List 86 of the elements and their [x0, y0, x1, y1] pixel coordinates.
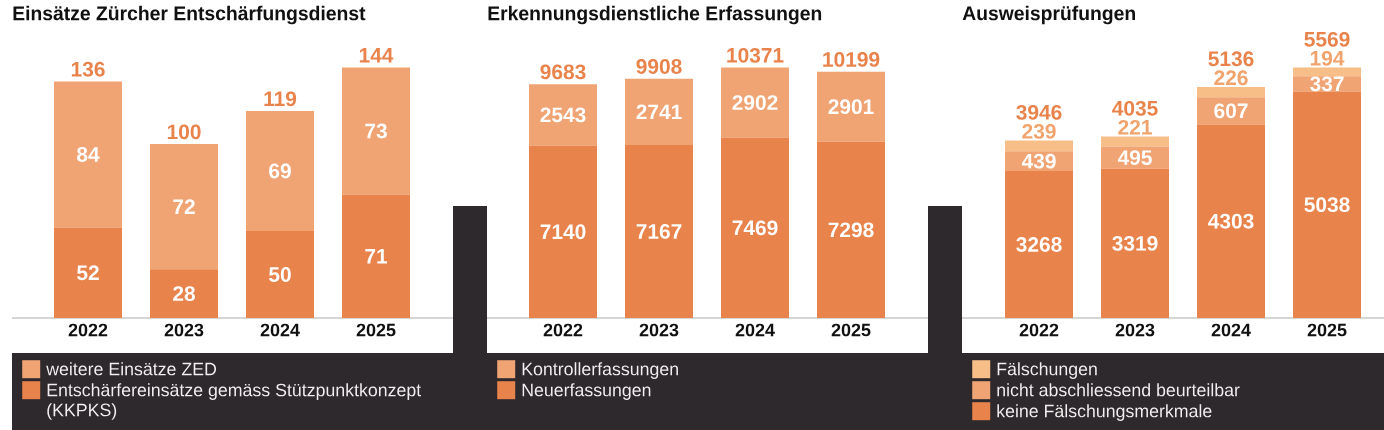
bar	[1293, 67, 1362, 77]
data-label: 3268	[1016, 237, 1062, 252]
chart-title: Erkennungsdienstliche Erfassungen	[488, 5, 822, 25]
data-label: 2902	[732, 95, 778, 110]
bar	[721, 137, 790, 318]
bar	[817, 141, 886, 318]
data-label: 7469	[732, 220, 778, 236]
x-tick-label: 2022	[543, 323, 583, 337]
data-label: 4303	[1208, 213, 1254, 229]
total-label: 3946	[1016, 104, 1062, 120]
x-tick-label: 2023	[639, 323, 679, 337]
legend-label: nicht abschliessend beurteilbar	[997, 383, 1240, 397]
x-tick-label: 2023	[164, 323, 204, 337]
legend-label: keine Fälschungsmerkmale	[997, 404, 1212, 421]
bar	[529, 84, 598, 146]
bar	[529, 145, 598, 318]
bar	[150, 144, 219, 270]
data-label: 337	[1310, 76, 1344, 92]
legend-label: Fälschungen	[997, 362, 1097, 379]
bar	[625, 144, 694, 318]
total-label: 9908	[636, 59, 682, 74]
bar	[625, 78, 694, 145]
data-label: 221	[1118, 119, 1152, 135]
data-label: 226	[1214, 70, 1248, 86]
data-label: 2543	[540, 107, 586, 123]
data-label: 72	[173, 199, 195, 214]
total-label: 119	[264, 91, 297, 107]
bar	[54, 81, 123, 228]
x-tick-label: 2023	[1115, 323, 1155, 337]
bar	[1101, 168, 1170, 318]
data-label: 2741	[636, 104, 682, 120]
bar	[817, 71, 886, 142]
data-label: 52	[77, 265, 99, 281]
data-label: 3319	[1112, 235, 1158, 251]
bar	[246, 111, 315, 232]
data-label: 69	[269, 163, 291, 179]
bar	[150, 269, 219, 318]
legend-label: Neuerfassungen	[522, 383, 651, 400]
x-tick-label: 2022	[1019, 323, 1059, 337]
bar	[721, 67, 790, 138]
bar	[342, 67, 411, 195]
x-tick-label: 2022	[68, 323, 108, 337]
bar	[1005, 140, 1074, 152]
total-label: 10199	[823, 52, 880, 67]
bar	[1197, 86, 1266, 98]
legend-label: Kontrollerfassungen	[522, 362, 678, 379]
data-label: 2901	[828, 99, 874, 115]
data-label: 7298	[828, 222, 874, 238]
data-label: 495	[1117, 150, 1152, 165]
bar	[246, 231, 315, 318]
x-tick-label: 2025	[1307, 323, 1347, 337]
data-label: 194	[1310, 50, 1345, 66]
legend-label: weitere Einsätze ZED	[46, 362, 217, 376]
chart-title: Ausweisprüfungen	[962, 5, 1135, 25]
bar	[1101, 136, 1170, 147]
data-label: 5038	[1304, 197, 1350, 213]
total-label: 9683	[540, 64, 586, 80]
total-label: 5569	[1304, 31, 1350, 47]
total-label: 5136	[1208, 51, 1254, 67]
bar	[1005, 171, 1074, 318]
data-label: 607	[1214, 103, 1248, 119]
x-tick-label: 2025	[831, 323, 871, 337]
data-label: 7167	[636, 224, 682, 239]
total-label: 10371	[727, 47, 784, 63]
bar	[1197, 124, 1266, 318]
bar	[54, 227, 123, 318]
bar	[342, 194, 411, 318]
chart-title: Einsätze Zürcher Entschärfungsdienst	[13, 5, 366, 25]
data-label: 439	[1021, 153, 1056, 169]
data-label: 7140	[540, 224, 586, 240]
x-tick-label: 2024	[735, 323, 775, 337]
x-tick-label: 2025	[356, 323, 396, 337]
total-label: 4035	[1112, 100, 1158, 116]
bar	[1293, 91, 1362, 318]
total-label: 100	[167, 124, 201, 140]
total-label: 136	[71, 61, 105, 77]
data-label: 239	[1022, 123, 1056, 139]
data-label: 28	[173, 286, 195, 302]
legend-label: Entschärfereinsätze gemäss Stützpunktkonzept (KKPKS)	[47, 383, 422, 420]
data-label: 73	[365, 123, 387, 139]
x-tick-label: 2024	[260, 323, 300, 337]
data-label: 71	[365, 249, 388, 264]
total-label: 144	[359, 48, 394, 63]
data-label: 84	[77, 147, 100, 162]
x-tick-label: 2024	[1211, 323, 1251, 337]
data-label: 50	[269, 267, 291, 282]
